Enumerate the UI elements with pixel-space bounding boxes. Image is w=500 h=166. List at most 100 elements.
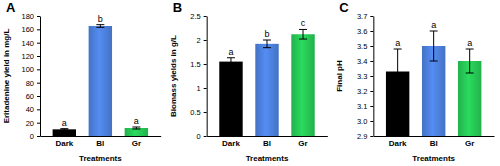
- error-cap: [466, 49, 474, 50]
- plot-area: [386, 31, 481, 136]
- y-axis-title: Eritadenine yield in mg/L: [2, 29, 11, 124]
- tick: 2: [196, 36, 206, 45]
- error-bar: [466, 49, 474, 73]
- tick-label: 180: [21, 12, 34, 21]
- tick: 140: [21, 39, 40, 48]
- tick-label: 3.2: [357, 87, 367, 96]
- tick: 3.2: [357, 87, 373, 96]
- tick-mark: [37, 136, 40, 137]
- error-line: [469, 49, 470, 73]
- tick-mark: [204, 88, 207, 89]
- tick-label: Dark: [55, 139, 73, 148]
- tick-mark: [204, 136, 207, 137]
- axis-line: [207, 17, 208, 137]
- tick: Gr: [132, 136, 141, 148]
- panel-title: B: [173, 0, 182, 15]
- tick-label: 20: [26, 119, 34, 128]
- y-axis-title: Final pH: [335, 60, 344, 92]
- y-axis: 2.93.03.13.23.33.43.53.63.7: [357, 12, 374, 141]
- error-bar: [132, 127, 140, 129]
- x-axis: Dark Bl Gr: [41, 136, 162, 148]
- tick-label: 120: [21, 52, 34, 61]
- x-axis: DarkBlGr: [374, 136, 495, 148]
- error-cap: [466, 73, 474, 74]
- error-bar: [299, 29, 307, 39]
- error-cap: [227, 65, 235, 66]
- tick-label: Bl: [430, 139, 438, 148]
- tick-label: 80: [26, 79, 34, 88]
- error-cap: [132, 127, 140, 128]
- tick-label: 2: [196, 36, 200, 45]
- significance-letter: a: [62, 118, 67, 128]
- tick-label: 140: [21, 39, 34, 48]
- error-bar: [394, 49, 402, 94]
- tick-mark: [37, 43, 40, 44]
- tick-mark: [204, 64, 207, 65]
- tick: 3.3: [357, 72, 373, 81]
- error-cap: [263, 40, 271, 41]
- tick: 160: [21, 25, 40, 34]
- significance-letter: a: [134, 116, 139, 126]
- tick: 3.6: [357, 27, 373, 36]
- tick-mark: [370, 106, 373, 107]
- error-bar: [227, 58, 235, 66]
- tick-mark: [370, 136, 373, 137]
- x-axis-title: Treatments: [246, 154, 289, 163]
- tick-label: 100: [21, 65, 34, 74]
- error-cap: [394, 49, 402, 50]
- tick-mark: [370, 46, 373, 47]
- tick-label: 3.0: [357, 117, 367, 126]
- axis-line: [207, 136, 328, 137]
- x-axis-title: Treatments: [79, 154, 122, 163]
- tick: Dark: [389, 136, 407, 148]
- panel: abc00.511.522.5DarkBlGrTreatmentsBiomass…: [169, 12, 328, 163]
- error-line: [230, 58, 231, 66]
- tick-label: Bl: [263, 139, 271, 148]
- error-bar: [96, 25, 104, 28]
- error-cap: [96, 27, 104, 28]
- x-axis-title: Treatments: [412, 154, 455, 163]
- tick-mark: [37, 123, 40, 124]
- tick-label: Dark: [389, 139, 407, 148]
- tick: Dark: [55, 136, 73, 148]
- panel: aaa2.93.03.13.23.33.43.53.63.7DarkBlGrTr…: [335, 12, 494, 163]
- tick: 80: [26, 79, 40, 88]
- error-line: [433, 31, 434, 61]
- tick-label: 40: [26, 105, 34, 114]
- error-bar: [430, 31, 438, 61]
- tick: 40: [26, 105, 40, 114]
- error-cap: [299, 39, 307, 40]
- axis-line: [374, 136, 495, 137]
- significance-letter: a: [395, 38, 400, 48]
- tick: 120: [21, 52, 40, 61]
- bar: [125, 128, 148, 136]
- tick: 3.4: [357, 57, 373, 66]
- tick-label: Bl: [96, 139, 104, 148]
- tick-label: 0.5: [190, 108, 200, 117]
- tick: Dark: [222, 136, 240, 148]
- y-axis: 020406080100120140160180: [21, 12, 40, 141]
- axis-line: [373, 17, 374, 137]
- tick: 1: [196, 84, 206, 93]
- tick-label: 3.5: [357, 42, 367, 51]
- panel: aba020406080100120140160180DarkBlGrTreat…: [2, 12, 161, 163]
- error-line: [267, 40, 268, 48]
- axis-line: [40, 17, 41, 137]
- tick: 2.5: [190, 12, 206, 21]
- significance-letter: b: [264, 29, 269, 39]
- tick: Bl: [430, 136, 438, 148]
- tick-label: 3.6: [357, 27, 367, 36]
- tick-label: 3.3: [357, 72, 367, 81]
- tick-mark: [370, 16, 373, 17]
- tick-mark: [204, 112, 207, 113]
- tick: 180: [21, 12, 40, 21]
- significance-letter: a: [431, 20, 436, 30]
- tick: 3.7: [357, 12, 373, 21]
- bar: [219, 62, 242, 136]
- tick-mark: [37, 69, 40, 70]
- figure: aba020406080100120140160180DarkBlGrTreat…: [0, 0, 500, 166]
- axis-line: [41, 136, 162, 137]
- error-bar: [60, 129, 68, 130]
- significance-letter: c: [301, 18, 306, 28]
- tick: 3.0: [357, 117, 373, 126]
